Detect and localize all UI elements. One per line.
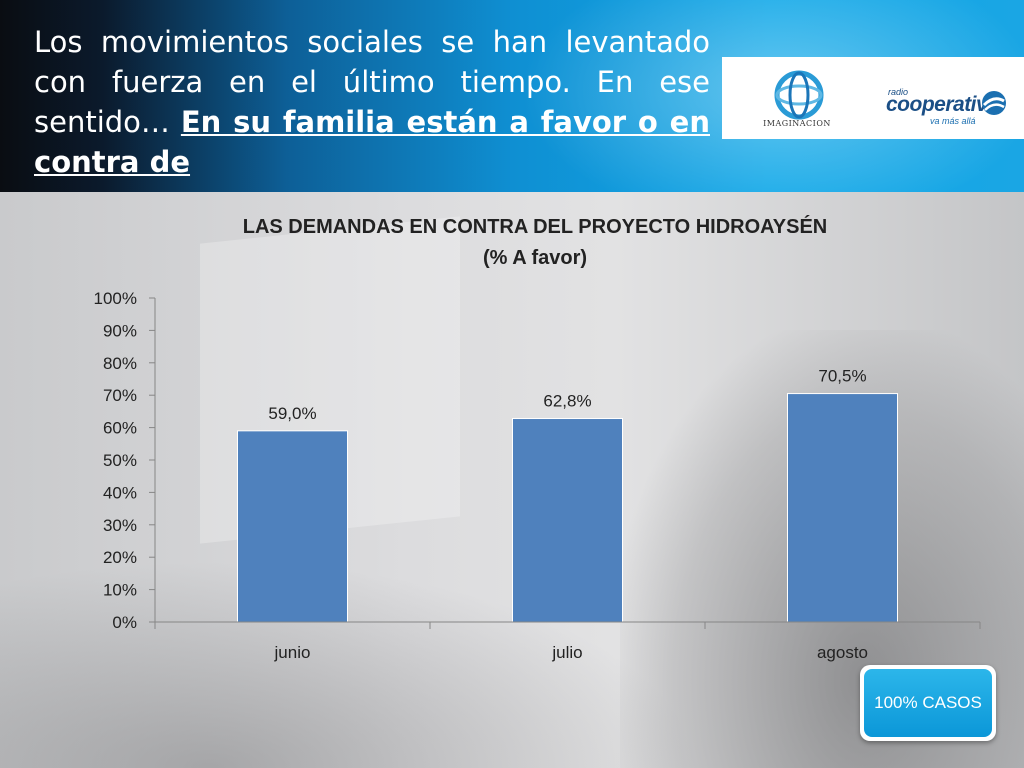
imaginacion-logo-text: IMAGINACION xyxy=(763,119,831,128)
y-tick-label: 70% xyxy=(103,386,137,405)
question-text: Los movimientos sociales se han levantad… xyxy=(34,25,710,139)
x-axis: junio julio agosto xyxy=(154,621,981,662)
y-axis-ticks: 0% 10% 20% 30% 40% 50% 60% 70% 80% 90% 100% xyxy=(94,289,156,632)
chart-subtitle: (% A favor) xyxy=(482,247,588,269)
bars-group: 59,0% 62,8% 70,5% xyxy=(237,367,898,623)
bar-agosto xyxy=(787,393,898,623)
question-emphasis: En su familia están a favor o en contra … xyxy=(34,105,710,179)
y-tick-label: 40% xyxy=(103,483,137,502)
cooperativa-wave-icon xyxy=(982,91,1006,115)
y-tick-label: 10% xyxy=(103,581,137,600)
bar-junio xyxy=(237,430,348,623)
data-label-julio: 62,8% xyxy=(543,392,591,411)
y-tick-label: 0% xyxy=(112,613,137,632)
y-tick-label: 60% xyxy=(103,419,137,438)
data-label-junio: 59,0% xyxy=(268,404,316,423)
imaginacion-globe-icon xyxy=(774,70,824,120)
y-tick-label: 90% xyxy=(103,321,137,340)
logo-panel: IMAGINACION radio cooperativa va más all… xyxy=(722,57,1024,139)
y-tick-label: 100% xyxy=(94,289,137,308)
y-tick-label: 20% xyxy=(103,548,137,567)
y-tick-label: 80% xyxy=(103,354,137,373)
data-label-agosto: 70,5% xyxy=(818,367,866,386)
x-tick-label-julio: julio xyxy=(551,643,582,662)
sample-badge-label: 100% CASOS xyxy=(864,669,992,737)
cooperativa-logo-text: cooperativa xyxy=(886,93,999,116)
cooperativa-top-text: radio xyxy=(888,87,909,97)
y-tick-label: 50% xyxy=(103,451,137,470)
sample-badge: 100% CASOS xyxy=(860,665,996,741)
cooperativa-tagline: va más allá xyxy=(930,116,976,126)
x-tick-label-junio: junio xyxy=(274,643,311,662)
y-tick-label: 30% xyxy=(103,516,137,535)
survey-question: Los movimientos sociales se han levantad… xyxy=(34,22,710,182)
x-tick-label-agosto: agosto xyxy=(817,643,868,662)
chart-title-block: LAS DEMANDAS EN CONTRA DEL PROYECTO HIDR… xyxy=(160,212,910,274)
bar-julio xyxy=(512,418,623,623)
chart-title: LAS DEMANDAS EN CONTRA DEL PROYECTO HIDR… xyxy=(242,216,828,238)
